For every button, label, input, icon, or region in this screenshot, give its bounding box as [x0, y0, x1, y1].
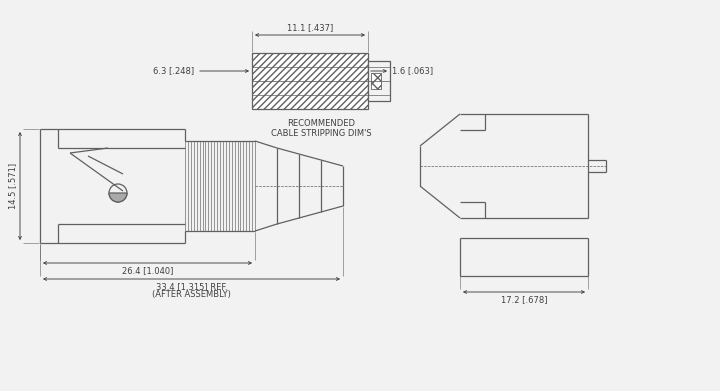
Text: (AFTER ASSEMBLY): (AFTER ASSEMBLY) [152, 290, 231, 299]
Text: 6.3 [.248]: 6.3 [.248] [153, 66, 194, 75]
Text: 11.1 [.437]: 11.1 [.437] [287, 23, 333, 32]
Text: 33.4 [1.315] REF.: 33.4 [1.315] REF. [156, 282, 228, 291]
Text: RECOMMENDED
CABLE STRIPPING DIM'S: RECOMMENDED CABLE STRIPPING DIM'S [271, 119, 372, 138]
Bar [371, 73, 381, 89]
Wedge shape [109, 193, 127, 202]
Bar [368, 61, 390, 101]
Text: 14.5 [.571]: 14.5 [.571] [8, 163, 17, 209]
Text: 1.6 [.063]: 1.6 [.063] [392, 66, 433, 75]
Text: 17.2 [.678]: 17.2 [.678] [500, 295, 547, 304]
Text: 26.4 [1.040]: 26.4 [1.040] [122, 266, 174, 275]
Bar [252, 53, 368, 109]
